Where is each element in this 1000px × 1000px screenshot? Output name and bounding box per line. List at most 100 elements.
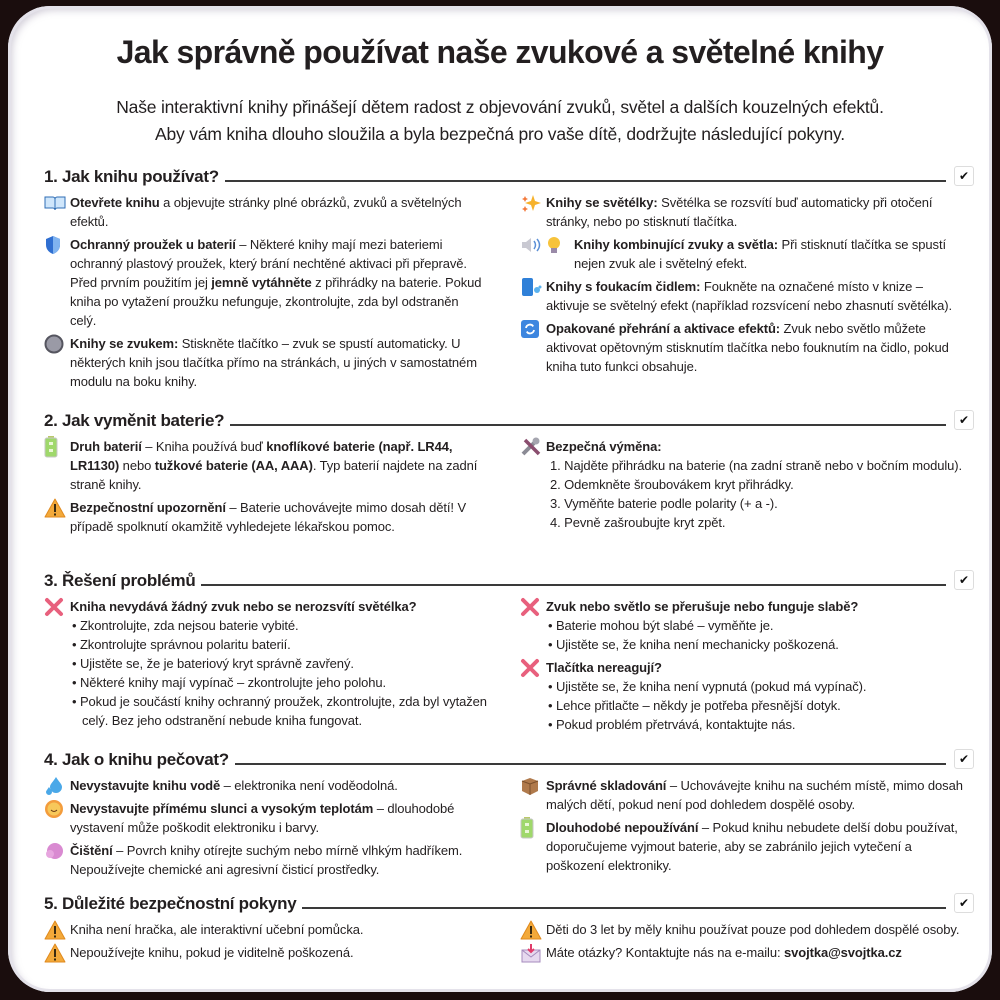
- bold-text: Knihy kombinující zvuky a světla:: [574, 237, 779, 252]
- item-paragraph: Otevřete knihu a objevujte stránky plné …: [70, 193, 488, 231]
- bold-text: Knihy se zvukem:: [70, 336, 179, 351]
- sparkles-icon: [520, 193, 546, 212]
- item-text: Děti do 3 let by měly knihu používat pou…: [546, 920, 972, 939]
- item-paragraph: Čištění – Povrch knihy otírejte suchým n…: [70, 841, 488, 879]
- bold-text: Bezpečná výměna:: [546, 439, 662, 454]
- section-divider: [302, 907, 946, 909]
- item-text: Bezpečná výměna: 1. Najděte přihrádku na …: [546, 437, 972, 532]
- right-column: Správné skladování – Uchovávejte knihu n…: [520, 776, 972, 883]
- list-item: Čištění – Povrch knihy otírejte suchým n…: [44, 841, 496, 879]
- item-text: Knihy s foukacím čidlem: Foukněte na ozn…: [546, 277, 972, 315]
- item-text: Bezpečnostní upozornění – Baterie uchová…: [70, 498, 496, 536]
- cross-icon: [520, 658, 546, 677]
- list-item: Kniha není hračka, ale interaktivní učeb…: [44, 920, 496, 939]
- section-heading: 4. Jak o knihu pečovat? ✔: [44, 746, 974, 770]
- section-columns: Nevystavujte knihu vodě – elektronika ne…: [44, 776, 974, 883]
- right-column: Bezpečná výměna: 1. Najděte přihrádku na …: [520, 437, 972, 540]
- checkmark-icon: ✔: [954, 410, 974, 430]
- text: Zvuk nebo světlo můžete aktivovat opětov…: [546, 321, 949, 374]
- list-entry: 1. Najděte přihrádku na baterie (na zadn…: [550, 458, 963, 473]
- item-text: Otevřete knihu a objevujte stránky plné …: [70, 193, 496, 231]
- left-column: Nevystavujte knihu vodě – elektronika ne…: [44, 776, 496, 883]
- list-entry: • Lehce přitlačte – někdy je potřeba pře…: [548, 698, 841, 713]
- text: – Některé knihy mají mezi bateriemi ochr…: [70, 237, 467, 290]
- subtitle-line: Naše interaktivní knihy přinášejí dětem …: [116, 97, 884, 117]
- bold-text: Knihy se světélky:: [546, 195, 658, 210]
- section-divider: [234, 763, 946, 765]
- cross-icon: [520, 597, 546, 616]
- item-paragraph: Bezpečná výměna:: [546, 437, 964, 456]
- item-text: Dlouhodobé nepoužívání – Pokud knihu neb…: [546, 818, 972, 875]
- bold-text: Bezpečnostní upozornění: [70, 500, 226, 515]
- tools-icon: [520, 437, 546, 456]
- section-title: 5. Důležité bezpečnostní pokyny: [44, 894, 297, 913]
- list-entry: • Pokud problém přetrvává, kontaktujte n…: [548, 717, 796, 732]
- list-entry: 4. Pevně zašroubujte kryt zpět.: [550, 515, 726, 530]
- item-paragraph: Knihy se zvukem: Stiskněte tlačítko – zv…: [70, 334, 488, 391]
- item-paragraph: Knihy kombinující zvuky a světla: Při st…: [574, 235, 964, 273]
- bold-text: Druh baterií: [70, 439, 142, 454]
- list-entry: • Zkontrolujte správnou polaritu baterií…: [72, 637, 291, 652]
- list-entry: • Pokud je součástí knihy ochranný prouž…: [72, 694, 487, 728]
- text: . Typ baterií najdete na zadní straně kn…: [70, 458, 478, 492]
- item-text: Opakované přehrání a aktivace efektů: Zv…: [546, 319, 972, 376]
- battery-icon: [44, 435, 70, 457]
- section-1: 1. Jak knihu používat? ✔ Otevřete knihu a …: [44, 163, 974, 395]
- list-item: Děti do 3 let by měly knihu používat pou…: [520, 920, 972, 939]
- item-text: Knihy se zvukem: Stiskněte tlačítko – zv…: [70, 334, 496, 391]
- item-paragraph: Ochranný proužek u baterií – Některé kni…: [70, 235, 488, 330]
- list-entry: • Ujistěte se, že kniha není mechanicky …: [548, 637, 839, 652]
- list-item: Tlačítka nereagují? • Ujistěte se, že kni…: [520, 658, 972, 734]
- bold-text: Dlouhodobé nepoužívání: [546, 820, 699, 835]
- item-paragraph: Knihy s foukacím čidlem: Foukněte na ozn…: [546, 277, 964, 315]
- text: – elektronika není voděodolná.: [220, 778, 398, 793]
- right-column: Knihy se světélky: Světélka se rozsvítí …: [520, 193, 972, 395]
- section-title: 2. Jak vyměnit baterie?: [44, 411, 225, 430]
- page-subtitle: Naše interaktivní knihy přinášejí dětem …: [8, 94, 992, 148]
- list-item: Nevystavujte přímému slunci a vysokým te…: [44, 799, 496, 837]
- warning-icon: [44, 920, 70, 939]
- list-item: Knihy se zvukem: Stiskněte tlačítko – zv…: [44, 334, 496, 391]
- list-entry: 3. Vyměňte baterie podle polarity (+ a -…: [550, 496, 778, 511]
- bold-text: Otevřete knihu: [70, 195, 160, 210]
- left-column: Kniha nevydává žádný zvuk nebo se nerozs…: [44, 597, 496, 738]
- right-column: Děti do 3 let by měly knihu používat pou…: [520, 920, 972, 966]
- section-columns: Kniha nevydává žádný zvuk nebo se nerozs…: [44, 597, 974, 738]
- cross-icon: [44, 597, 70, 616]
- shield-icon: [44, 235, 70, 254]
- item-text: Kniha nevydává žádný zvuk nebo se nerozs…: [70, 597, 496, 730]
- text: Máte otázky? Kontaktujte nás na e-mailu:: [546, 945, 784, 960]
- left-column: Druh baterií – Kniha používá buď knoflík…: [44, 435, 496, 540]
- item-paragraph: Tlačítka nereagují?: [546, 658, 964, 677]
- section-4: 4. Jak o knihu pečovat? ✔ Nevystavujte kni…: [44, 746, 974, 883]
- list-item: Ochranný proužek u baterií – Některé kni…: [44, 235, 496, 330]
- section-divider: [224, 180, 946, 182]
- text: Nepoužívejte knihu, pokud je viditelně p…: [70, 945, 354, 960]
- item-paragraph: Zvuk nebo světlo se přerušuje nebo fungu…: [546, 597, 964, 616]
- list-entry: • Ujistěte se, že kniha není vypnutá (po…: [548, 679, 867, 694]
- bold-text: Opakované přehrání a aktivace efektů:: [546, 321, 781, 336]
- list-entry: • Ujistěte se, že je bateriový kryt sprá…: [72, 656, 354, 671]
- section-5: 5. Důležité bezpečnostní pokyny ✔ Kniha ne…: [44, 890, 974, 966]
- bold-text: Čištění: [70, 843, 113, 858]
- text: Světélka se rozsvítí buď automaticky při…: [546, 195, 933, 229]
- numbered-list: 1. Najděte přihrádku na baterie (na zadn…: [546, 456, 964, 532]
- text: – Baterie uchovávejte mimo dosah dětí! V…: [70, 500, 467, 534]
- text: – Povrch knihy otírejte suchým nebo mírn…: [70, 843, 463, 877]
- text: Stiskněte tlačítko – zvuk se spustí auto…: [70, 336, 477, 389]
- item-paragraph: Správné skladování – Uchovávejte knihu n…: [546, 776, 964, 814]
- section-title: 4. Jak o knihu pečovat?: [44, 750, 229, 769]
- section-divider: [230, 424, 946, 426]
- list-item: Druh baterií – Kniha používá buď knoflík…: [44, 435, 496, 494]
- section-columns: Otevřete knihu a objevujte stránky plné …: [44, 193, 974, 395]
- list-entry: • Zkontrolujte, zda nejsou baterie vybit…: [72, 618, 299, 633]
- text: z přihrádky na baterie. Pokud kniha po v…: [70, 275, 482, 328]
- list-item: Nepoužívejte knihu, pokud je viditelně p…: [44, 943, 496, 962]
- checkmark-icon: ✔: [954, 893, 974, 913]
- section-columns: Druh baterií – Kniha používá buď knoflík…: [44, 435, 974, 540]
- item-text: Druh baterií – Kniha používá buď knoflík…: [70, 437, 496, 494]
- warning-icon: [44, 498, 70, 517]
- bold-text: Zvuk nebo světlo se přerušuje nebo fungu…: [546, 599, 859, 614]
- item-paragraph: Děti do 3 let by měly knihu používat pou…: [546, 920, 964, 939]
- item-text: Ochranný proužek u baterií – Některé kni…: [70, 235, 496, 330]
